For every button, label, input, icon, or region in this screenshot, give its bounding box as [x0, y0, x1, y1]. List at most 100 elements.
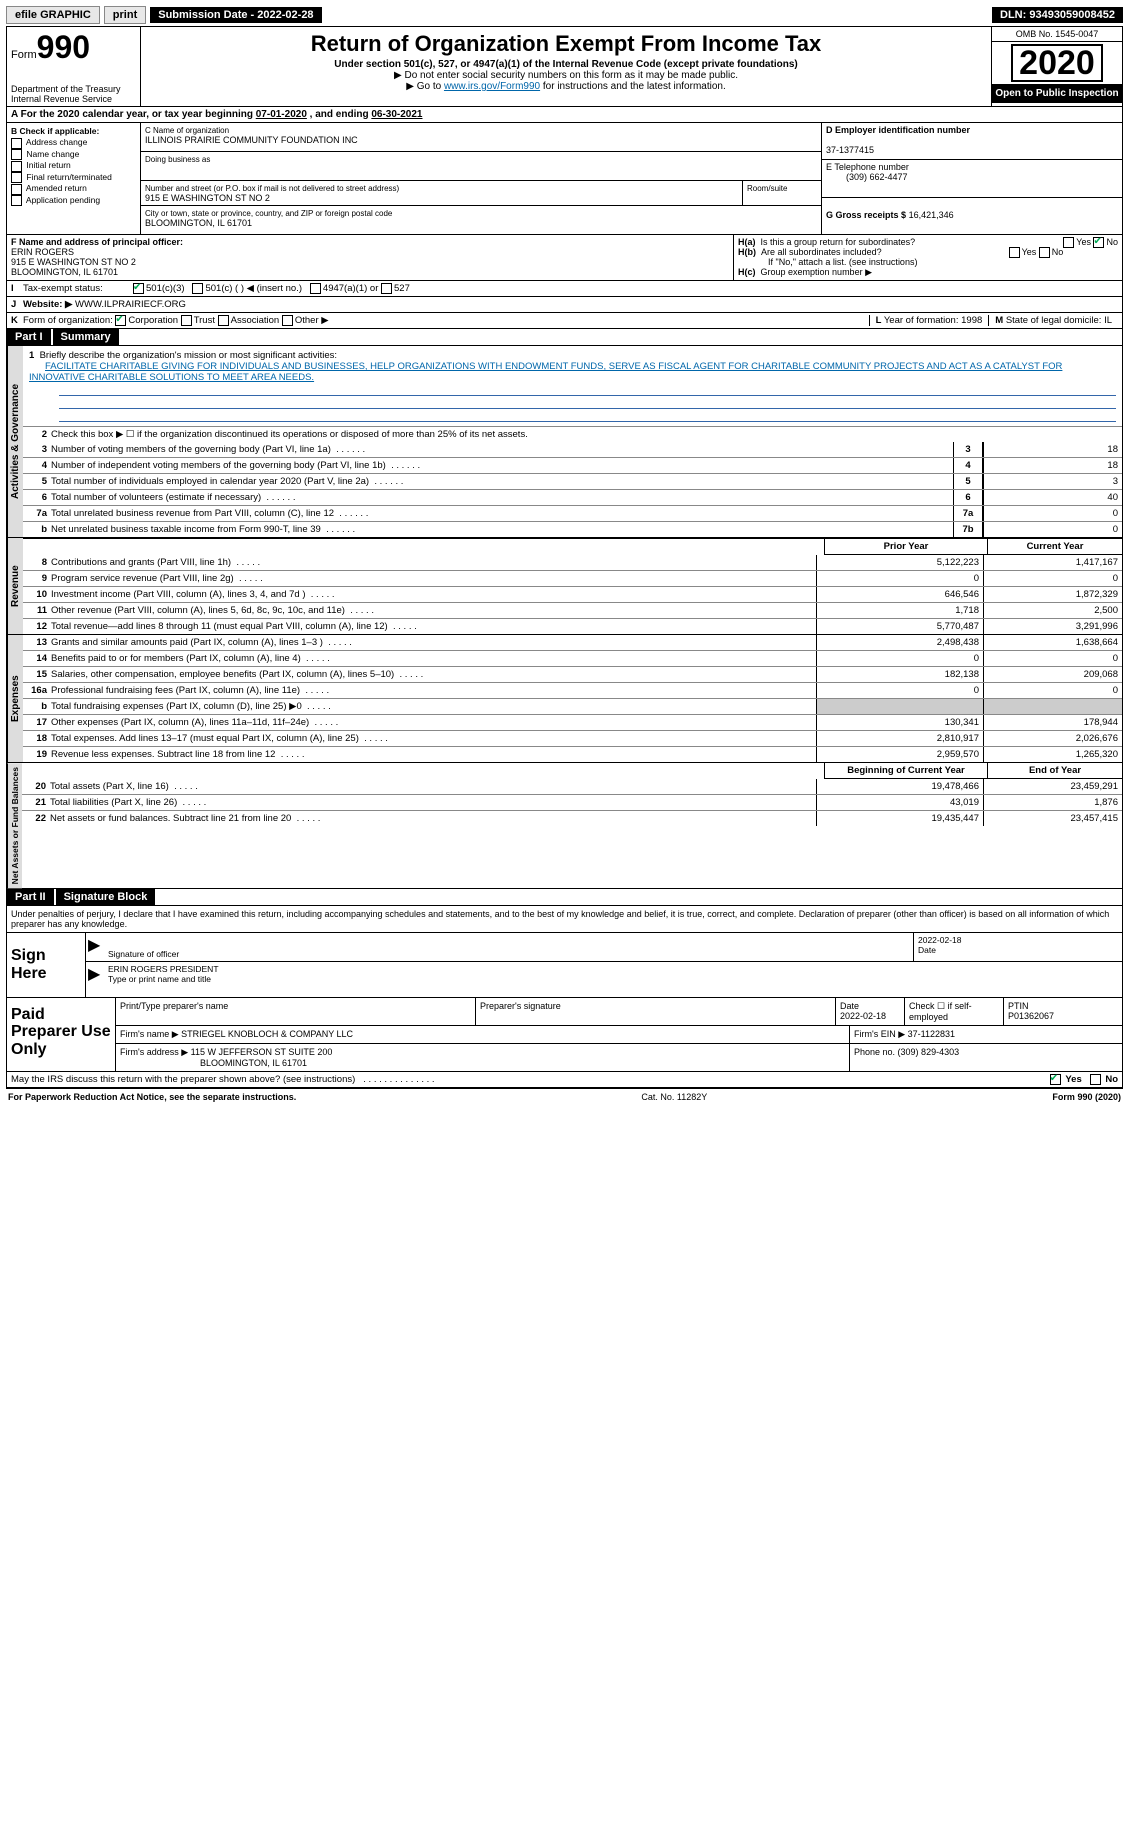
tab-governance: Activities & Governance — [7, 346, 23, 537]
irs-link[interactable]: www.irs.gov/Form990 — [444, 81, 540, 92]
firm-ein: 37-1122831 — [908, 1029, 955, 1039]
block-fh: F Name and address of principal officer:… — [7, 235, 1122, 281]
print-button[interactable]: print — [104, 6, 146, 24]
checkbox-trust[interactable] — [181, 315, 192, 326]
line-20: 20Total assets (Part X, line 16) . . . .… — [22, 779, 1122, 794]
line-16a: 16aProfessional fundraising fees (Part I… — [23, 682, 1122, 698]
col-prior-year: Prior Year — [824, 539, 987, 555]
checkbox-corp[interactable] — [115, 315, 126, 326]
checkbox-4947[interactable] — [310, 283, 321, 294]
line-21: 21Total liabilities (Part X, line 26) . … — [22, 794, 1122, 810]
line-5: 5Total number of individuals employed in… — [23, 473, 1122, 489]
section-net-assets: Net Assets or Fund Balances Beginning of… — [7, 763, 1122, 889]
page-footer: For Paperwork Reduction Act Notice, see … — [6, 1089, 1123, 1105]
header-left: Form990 Department of the Treasury Inter… — [7, 27, 141, 106]
tax-year-line: A For the 2020 calendar year, or tax yea… — [7, 107, 1122, 123]
line-17: 17Other expenses (Part IX, column (A), l… — [23, 714, 1122, 730]
form-container: Form990 Department of the Treasury Inter… — [6, 26, 1123, 1089]
org-name: ILLINOIS PRAIRIE COMMUNITY FOUNDATION IN… — [145, 135, 358, 145]
header-sub2: ▶ Do not enter social security numbers o… — [145, 70, 987, 81]
submission-date-label: Submission Date - 2022-02-28 — [150, 7, 321, 23]
block-b: B Check if applicable: Address change Na… — [7, 123, 141, 234]
tab-revenue: Revenue — [7, 538, 23, 634]
checkbox-ha-yes[interactable] — [1063, 237, 1074, 248]
firm-name: STRIEGEL KNOBLOCH & COMPANY LLC — [181, 1029, 353, 1039]
header-sub3: ▶ Go to www.irs.gov/Form990 for instruct… — [145, 81, 987, 92]
line-10: 10Investment income (Part VIII, column (… — [23, 586, 1122, 602]
header-right: OMB No. 1545-0047 2020 Open to Public In… — [991, 27, 1122, 106]
checkbox-name-change[interactable] — [11, 149, 22, 160]
dept-label: Department of the Treasury Internal Reve… — [11, 84, 136, 104]
efile-button[interactable]: efile GRAPHIC — [6, 6, 100, 24]
line-22: 22Net assets or fund balances. Subtract … — [22, 810, 1122, 826]
org-city: BLOOMINGTON, IL 61701 — [145, 218, 252, 228]
section-revenue: Revenue Prior Year Current Year 8Contrib… — [7, 538, 1122, 635]
line-11: 11Other revenue (Part VIII, column (A), … — [23, 602, 1122, 618]
form-header: Form990 Department of the Treasury Inter… — [7, 27, 1122, 107]
block-i: I Tax-exempt status: 501(c)(3) 501(c) ( … — [7, 281, 1122, 297]
block-deg: D Employer identification number 37-1377… — [821, 123, 1122, 234]
may-discuss: May the IRS discuss this return with the… — [7, 1072, 1122, 1088]
checkbox-ha-no[interactable] — [1093, 237, 1104, 248]
line-7b: bNet unrelated business taxable income f… — [23, 521, 1122, 537]
header-sub1: Under section 501(c), 527, or 4947(a)(1)… — [145, 59, 987, 70]
checkbox-501c[interactable] — [192, 283, 203, 294]
block-j: J Website: ▶ WWW.ILPRAIRIECF.ORG — [7, 297, 1122, 313]
checkbox-527[interactable] — [381, 283, 392, 294]
part2-header: Part IISignature Block — [7, 889, 1122, 906]
ptin-value: P01362067 — [1008, 1011, 1054, 1021]
tab-net-assets: Net Assets or Fund Balances — [7, 763, 22, 888]
col-begin-year: Beginning of Current Year — [824, 763, 987, 779]
block-klm: K Form of organization: Corporation Trus… — [7, 313, 1122, 329]
checkbox-501c3[interactable] — [133, 283, 144, 294]
block-bcdeg: B Check if applicable: Address change Na… — [7, 123, 1122, 235]
line-14: 14Benefits paid to or for members (Part … — [23, 650, 1122, 666]
preparer-section: Paid Preparer Use Only Print/Type prepar… — [7, 998, 1122, 1072]
tab-expenses: Expenses — [7, 635, 23, 762]
checkbox-may-no[interactable] — [1090, 1074, 1101, 1085]
line-9: 9Program service revenue (Part VIII, lin… — [23, 570, 1122, 586]
website-value: WWW.ILPRAIRIECF.ORG — [75, 299, 186, 310]
checkbox-assoc[interactable] — [218, 315, 229, 326]
firm-phone: (309) 829-4303 — [898, 1047, 960, 1057]
form-title: Return of Organization Exempt From Incom… — [145, 31, 987, 57]
part1-header: Part ISummary — [7, 329, 1122, 346]
line-12: 12Total revenue—add lines 8 through 11 (… — [23, 618, 1122, 634]
mission-block: 1 Briefly describe the organization's mi… — [23, 346, 1122, 426]
checkbox-initial-return[interactable] — [11, 161, 22, 172]
penalty-statement: Under penalties of perjury, I declare th… — [7, 906, 1122, 933]
section-governance: Activities & Governance 1 Briefly descri… — [7, 346, 1122, 538]
checkbox-app-pending[interactable] — [11, 195, 22, 206]
ein-value: 37-1377415 — [826, 145, 874, 155]
officer-name: ERIN ROGERS PRESIDENT — [108, 964, 219, 974]
line-4: 4Number of independent voting members of… — [23, 457, 1122, 473]
dln-label: DLN: 93493059008452 — [992, 7, 1123, 23]
line-8: 8Contributions and grants (Part VIII, li… — [23, 555, 1122, 570]
block-c: C Name of organization ILLINOIS PRAIRIE … — [141, 123, 821, 234]
form-number: Form990 — [11, 29, 136, 66]
checkbox-hb-yes[interactable] — [1009, 247, 1020, 258]
block-f: F Name and address of principal officer:… — [7, 235, 733, 280]
preparer-label: Paid Preparer Use Only — [7, 998, 115, 1071]
line-18: 18Total expenses. Add lines 13–17 (must … — [23, 730, 1122, 746]
line-19: 19Revenue less expenses. Subtract line 1… — [23, 746, 1122, 762]
phone-value: (309) 662-4477 — [826, 172, 908, 182]
mission-text: FACILITATE CHARITABLE GIVING FOR INDIVID… — [29, 361, 1062, 383]
gross-receipts: 16,421,346 — [909, 210, 954, 220]
line-7a: 7aTotal unrelated business revenue from … — [23, 505, 1122, 521]
checkbox-other[interactable] — [282, 315, 293, 326]
line-15: 15Salaries, other compensation, employee… — [23, 666, 1122, 682]
line-13: 13Grants and similar amounts paid (Part … — [23, 635, 1122, 650]
checkbox-hb-no[interactable] — [1039, 247, 1050, 258]
sign-arrow-icon: ▶ — [86, 933, 104, 961]
checkbox-may-yes[interactable] — [1050, 1074, 1061, 1085]
line-b: bTotal fundraising expenses (Part IX, co… — [23, 698, 1122, 714]
open-inspection: Open to Public Inspection — [992, 84, 1122, 103]
tax-year: 2020 — [1011, 44, 1103, 82]
line-6: 6Total number of volunteers (estimate if… — [23, 489, 1122, 505]
checkbox-amended[interactable] — [11, 184, 22, 195]
omb-number: OMB No. 1545-0047 — [992, 27, 1122, 42]
block-h: H(a) Is this a group return for subordin… — [733, 235, 1122, 280]
checkbox-address-change[interactable] — [11, 138, 22, 149]
checkbox-final-return[interactable] — [11, 172, 22, 183]
